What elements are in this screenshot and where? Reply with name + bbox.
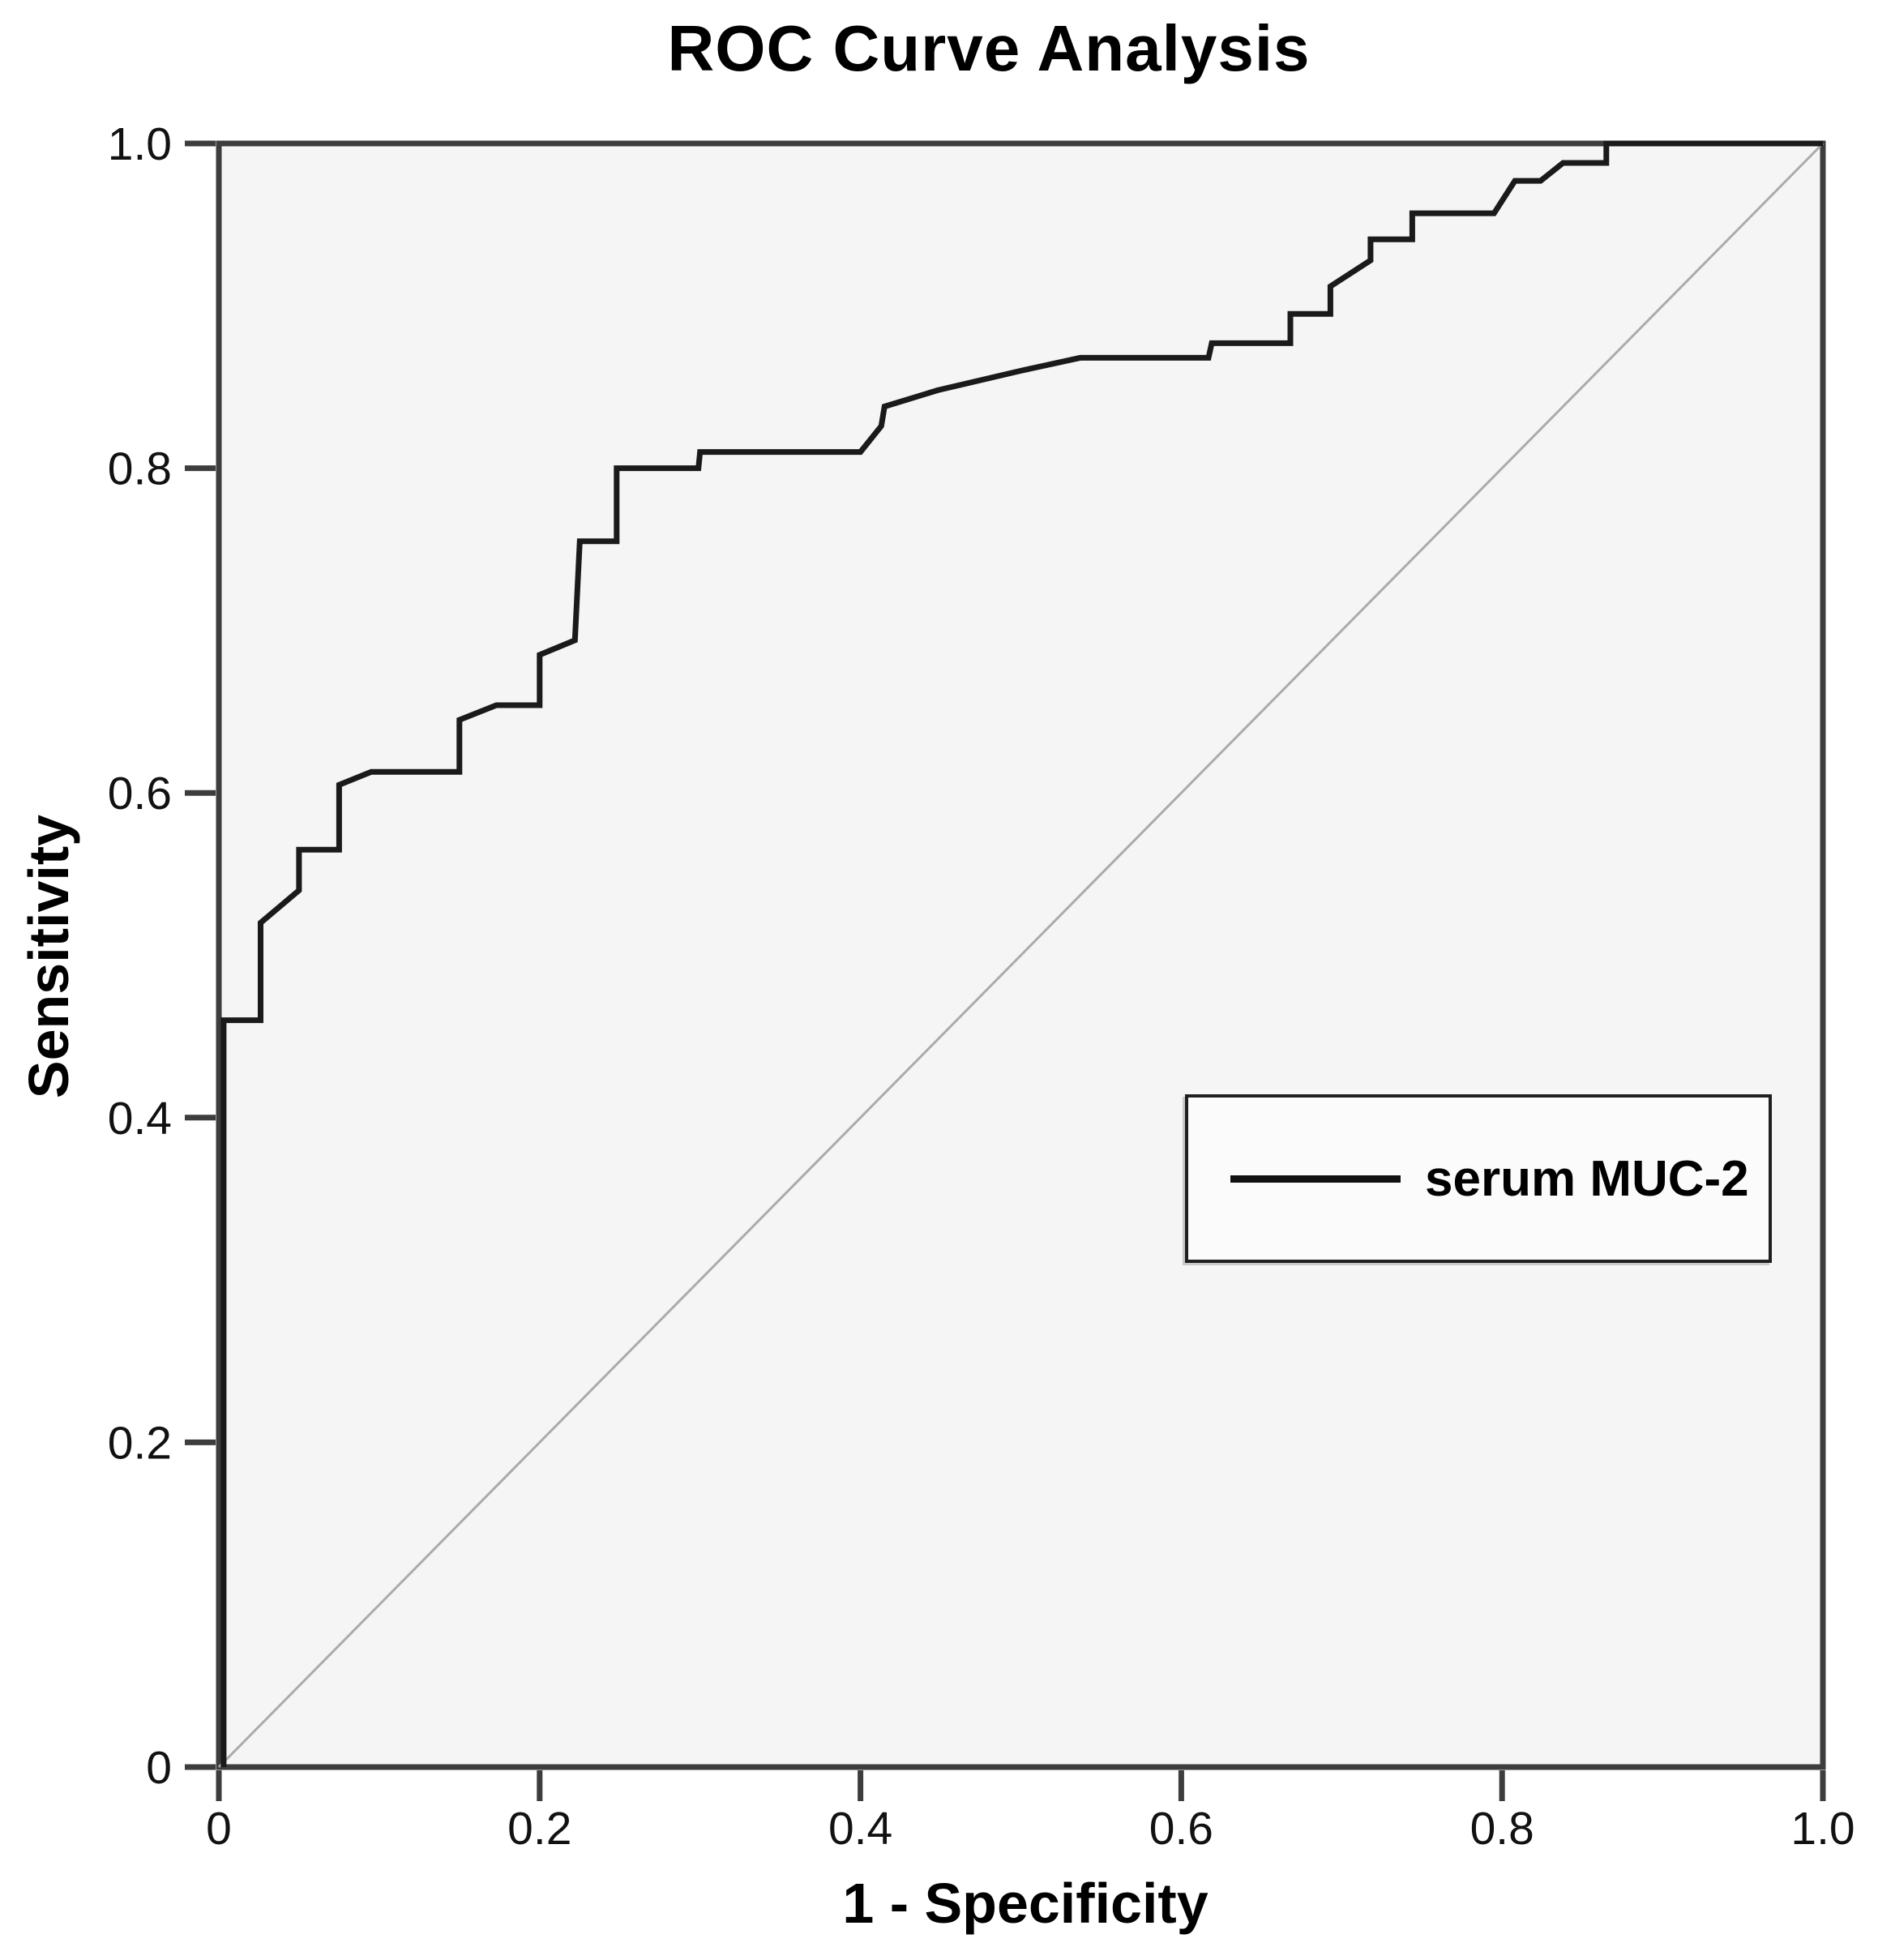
x-axis-title: 1 - Specificity (842, 1872, 1209, 1935)
y-tick-label: 0.6 (108, 768, 172, 820)
legend-series-label: serum MUC-2 (1425, 1150, 1749, 1207)
y-tick-label: 1.0 (108, 118, 172, 170)
y-tick-label: 0.2 (108, 1417, 172, 1469)
y-axis-title: Sensitivity (17, 814, 80, 1099)
x-tick-label: 0.4 (828, 1803, 892, 1855)
y-tick-label: 0 (146, 1742, 172, 1794)
roc-curve-line (220, 140, 1823, 1767)
chart-title: ROC Curve Analysis (667, 12, 1311, 84)
legend-box: serum MUC-2 (1185, 1094, 1772, 1263)
y-tick-label: 0.4 (108, 1093, 172, 1145)
x-tick-label: 0.6 (1149, 1803, 1213, 1855)
reference-diagonal-line (217, 142, 1825, 1769)
x-tick-label: 1.0 (1790, 1803, 1854, 1855)
legend-line-swatch-icon (1230, 1175, 1401, 1183)
y-tick-label: 0.8 (108, 443, 172, 495)
x-tick-label: 0.8 (1470, 1803, 1534, 1855)
x-tick-label: 0.2 (507, 1803, 571, 1855)
x-tick-label: 0 (206, 1803, 232, 1855)
